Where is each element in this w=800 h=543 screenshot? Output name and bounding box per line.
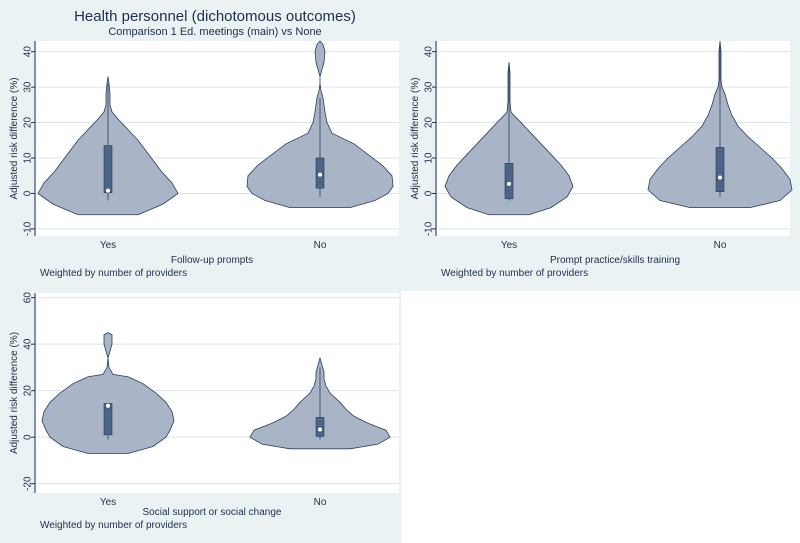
panel-1-median-no xyxy=(317,172,323,178)
panel-2-ytick-label: 10 xyxy=(424,152,435,164)
panel-2-ytick-label: 30 xyxy=(424,81,435,93)
panel-3-xlabel: Social support or social change xyxy=(143,507,282,518)
panel-3-note: Weighted by number of providers xyxy=(40,520,187,531)
panel-2-category-label-yes: Yes xyxy=(501,240,517,251)
panel-2-xlabel: Prompt practice/skills training xyxy=(550,255,680,266)
empty-panel xyxy=(401,291,800,543)
panel-3-median-no xyxy=(317,426,323,433)
panel-2-category-label-no: No xyxy=(714,240,727,251)
panel-1-ytick-label: -10 xyxy=(23,221,34,236)
panel-3-ytick-label: 60 xyxy=(23,292,34,304)
panel-1-ytick-label: 40 xyxy=(23,46,34,58)
panel-3-ytick-label: 40 xyxy=(23,338,34,350)
panel-1-ytick-label: 10 xyxy=(23,152,34,164)
panel-1-ytick-label: 30 xyxy=(23,81,34,93)
panel-1-note: Weighted by number of providers xyxy=(40,268,187,279)
panel-1-box-yes xyxy=(103,145,113,194)
panel-3-ytick-label: 0 xyxy=(23,434,34,440)
panel-3-ylabel: Adjusted risk difference (%) xyxy=(9,332,20,454)
panel-2-ytick-label: 20 xyxy=(424,117,435,129)
panel-2-box-yes xyxy=(504,163,514,200)
panel-3-ytick-label: -20 xyxy=(23,476,34,491)
panel-1-xlabel: Follow-up prompts xyxy=(171,255,253,266)
panel-2-median-yes xyxy=(506,181,512,187)
panel-1-category-label-yes: Yes xyxy=(100,240,116,251)
panel-1-median-yes xyxy=(105,187,111,194)
panel-2-ytick-label: 40 xyxy=(424,46,435,58)
panel-3-category-label-yes: Yes xyxy=(100,497,116,508)
panel-2-note: Weighted by number of providers xyxy=(441,268,588,279)
panel-1-category-label-no: No xyxy=(314,240,327,251)
chart-title: Health personnel (dichotomous outcomes) xyxy=(74,8,356,25)
panel-3-violin-yes xyxy=(41,332,175,454)
panel-3-ytick-label: 20 xyxy=(23,385,34,397)
panel-2-box-no xyxy=(715,147,725,192)
panel-1-ylabel: Adjusted risk difference (%) xyxy=(9,77,20,199)
panel-2-median-no xyxy=(717,174,723,181)
panel-1-ytick-label: 20 xyxy=(23,117,34,129)
panel-2-ylabel: Adjusted risk difference (%) xyxy=(410,77,421,199)
panel-2-ytick-label: -10 xyxy=(424,221,435,236)
panel-2-ytick-label: 0 xyxy=(424,190,435,196)
panel-1-ytick-label: 0 xyxy=(23,190,34,196)
panel-3-median-yes xyxy=(105,403,111,409)
panel-3-category-label-no: No xyxy=(314,497,327,508)
chart-subtitle: Comparison 1 Ed. meetings (main) vs None xyxy=(108,26,322,38)
